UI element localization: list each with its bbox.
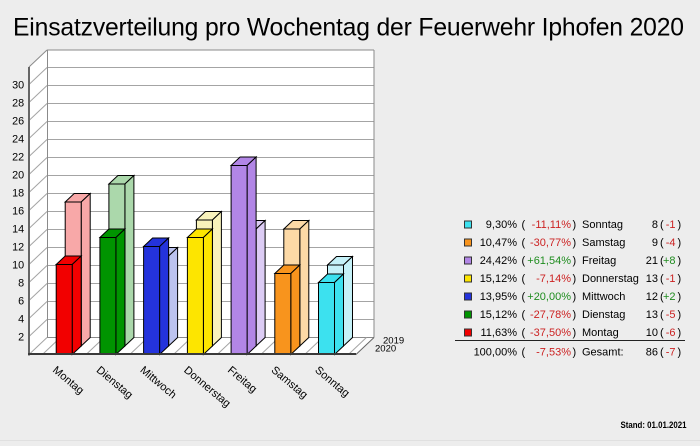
svg-text:13,95%: 13,95% (480, 291, 518, 303)
svg-text:+2: +2 (663, 291, 676, 303)
svg-text:-1: -1 (666, 273, 676, 285)
svg-text:-37,50%: -37,50% (530, 327, 571, 339)
svg-text:(: ( (522, 309, 526, 321)
svg-text:+61,54%: +61,54% (527, 255, 571, 267)
svg-text:8: 8 (652, 219, 658, 231)
svg-text:26: 26 (12, 116, 24, 128)
svg-text:): ) (573, 237, 577, 249)
svg-text:12: 12 (12, 242, 24, 254)
svg-text:100,00%: 100,00% (474, 346, 518, 358)
svg-text:): ) (573, 327, 577, 339)
svg-text:21: 21 (646, 255, 658, 267)
svg-text:24: 24 (12, 134, 24, 146)
svg-text:9: 9 (652, 237, 658, 249)
svg-text:10,47%: 10,47% (480, 237, 518, 249)
svg-text:18: 18 (12, 188, 24, 200)
svg-text:16: 16 (12, 206, 24, 218)
svg-text:(: ( (522, 219, 526, 231)
svg-text:(: ( (522, 237, 526, 249)
svg-text:Freitag: Freitag (582, 255, 616, 267)
svg-text:Donnerstag: Donnerstag (582, 273, 639, 285)
svg-text:30: 30 (12, 80, 24, 92)
svg-text:(: ( (522, 327, 526, 339)
svg-text:(: ( (522, 346, 526, 358)
svg-text:14: 14 (12, 224, 24, 236)
svg-text:-7,53%: -7,53% (536, 346, 571, 358)
svg-text:Einsatzverteilung pro Wochenta: Einsatzverteilung pro Wochentag der Feue… (13, 15, 684, 42)
svg-text:-7: -7 (666, 346, 676, 358)
svg-text:11,63%: 11,63% (481, 327, 518, 339)
svg-text:Samstag: Samstag (582, 237, 625, 249)
svg-text:): ) (573, 309, 577, 321)
svg-text:): ) (573, 219, 577, 231)
svg-text:+8: +8 (663, 255, 676, 267)
svg-text:15,12%: 15,12% (480, 273, 518, 285)
svg-text:Gesamt:: Gesamt: (582, 346, 624, 358)
svg-text:20: 20 (12, 170, 24, 182)
svg-text:12: 12 (646, 291, 658, 303)
svg-text:9,30%: 9,30% (486, 219, 517, 231)
svg-text:(: ( (660, 291, 664, 303)
svg-text:15,12%: 15,12% (480, 309, 518, 321)
svg-text:-1: -1 (666, 219, 676, 231)
svg-text:2: 2 (18, 332, 24, 344)
svg-text:): ) (678, 346, 682, 358)
svg-text:Mittwoch: Mittwoch (582, 291, 625, 303)
svg-text:): ) (678, 327, 682, 339)
svg-text:): ) (573, 291, 577, 303)
svg-text:24,42%: 24,42% (480, 255, 518, 267)
svg-text:): ) (573, 346, 577, 358)
svg-text:-7,14%: -7,14% (536, 273, 571, 285)
svg-text:13: 13 (646, 309, 658, 321)
svg-text:+20,00%: +20,00% (527, 291, 571, 303)
svg-text:-27,78%: -27,78% (530, 309, 571, 321)
svg-text:2019: 2019 (383, 336, 404, 347)
svg-text:(: ( (522, 255, 526, 267)
svg-text:): ) (678, 291, 682, 303)
svg-text:Sonntag: Sonntag (582, 219, 623, 231)
svg-text:(: ( (660, 273, 664, 285)
svg-text:-5: -5 (666, 309, 676, 321)
svg-text:(: ( (660, 255, 664, 267)
svg-text:(: ( (660, 327, 664, 339)
svg-text:): ) (678, 255, 682, 267)
svg-text:13: 13 (646, 273, 658, 285)
svg-text:86: 86 (646, 346, 658, 358)
svg-text:-4: -4 (666, 237, 676, 249)
svg-text:2020: 2020 (375, 343, 396, 354)
svg-text:8: 8 (18, 278, 24, 290)
svg-text:Stand: 01.01.2021: Stand: 01.01.2021 (621, 420, 687, 430)
svg-text:Dienstag: Dienstag (582, 309, 625, 321)
svg-text:): ) (678, 237, 682, 249)
svg-text:10: 10 (12, 260, 24, 272)
svg-text:): ) (573, 273, 577, 285)
svg-text:(: ( (522, 291, 526, 303)
svg-text:(: ( (660, 237, 664, 249)
svg-text:): ) (573, 255, 577, 267)
svg-text:10: 10 (646, 327, 658, 339)
svg-text:-6: -6 (666, 327, 676, 339)
svg-text:): ) (678, 309, 682, 321)
svg-text:22: 22 (12, 152, 24, 164)
svg-text:(: ( (660, 309, 664, 321)
svg-text:-11,11%: -11,11% (532, 219, 572, 231)
svg-text:4: 4 (18, 314, 24, 326)
svg-text:(: ( (660, 219, 664, 231)
svg-text:): ) (678, 273, 682, 285)
svg-text:6: 6 (18, 296, 24, 308)
svg-text:Montag: Montag (582, 327, 619, 339)
svg-text:(: ( (660, 346, 664, 358)
svg-text:28: 28 (12, 98, 24, 110)
svg-text:-30,77%: -30,77% (530, 237, 571, 249)
svg-text:(: ( (522, 273, 526, 285)
svg-text:): ) (678, 219, 682, 231)
